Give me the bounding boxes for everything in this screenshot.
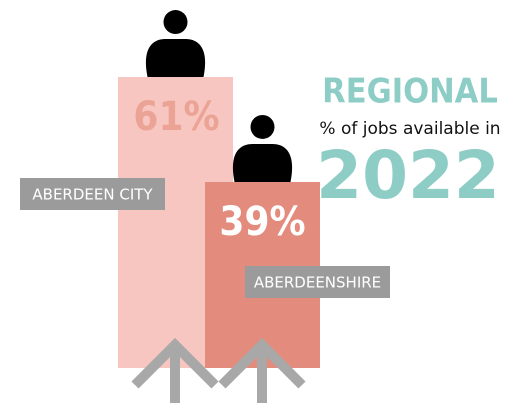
arrow xyxy=(131,337,219,389)
category-label: ABERDEEN CITY xyxy=(32,186,153,204)
category-box xyxy=(20,178,165,210)
person-head xyxy=(163,10,188,35)
person-arm xyxy=(153,69,198,78)
arrow xyxy=(218,337,306,389)
subtitle: % of jobs available in xyxy=(319,119,500,139)
value-label: 39% xyxy=(219,199,305,245)
arrows xyxy=(131,337,306,403)
value-label: 61% xyxy=(133,94,219,140)
year: 2022 xyxy=(316,137,500,214)
person-arm xyxy=(240,173,285,182)
person-body xyxy=(232,143,293,182)
title: REGIONAL xyxy=(322,72,498,112)
category-box xyxy=(245,266,390,298)
person-body xyxy=(145,39,206,78)
person-head xyxy=(250,114,275,139)
category-label: ABERDEENSHIRE xyxy=(254,274,381,292)
